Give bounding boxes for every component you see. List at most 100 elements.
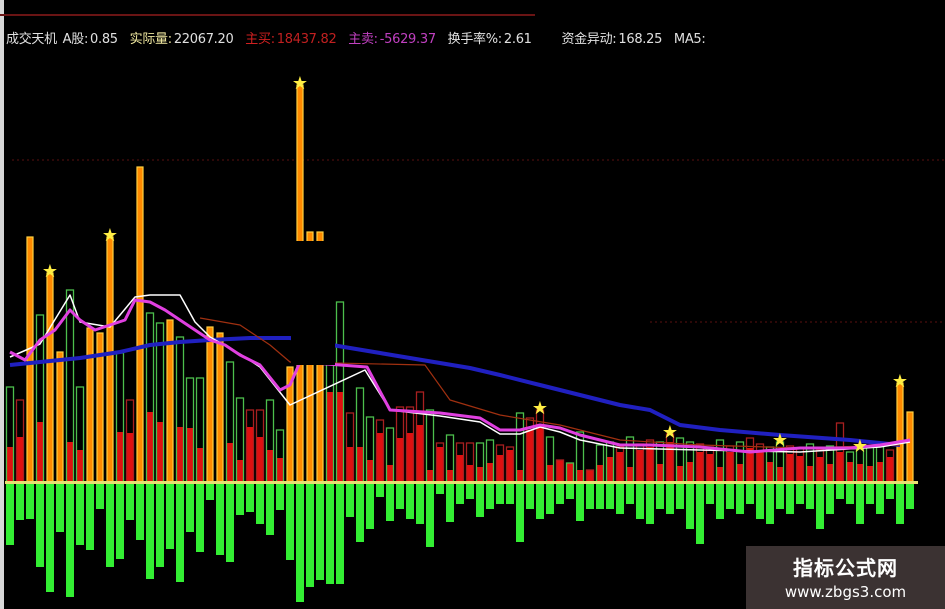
main-sell-bar [296, 484, 304, 602]
main-sell-bar [336, 484, 344, 584]
volume-bar-up [206, 326, 214, 483]
main-buy-bar [196, 448, 204, 482]
star-marker-icon: ★ [892, 371, 908, 392]
main-buy-bar [636, 450, 644, 482]
main-sell-bar [86, 484, 94, 550]
main-sell-bar [896, 484, 904, 524]
main-sell-bar [826, 484, 834, 514]
main-buy-bar [76, 450, 84, 482]
main-sell-bar [36, 484, 44, 567]
zero-line [5, 481, 918, 484]
turnover-value: 2.61 [503, 32, 532, 47]
main-sell-bar [506, 484, 514, 504]
main-buy-bar [426, 470, 434, 482]
main-sell-bar [656, 484, 664, 509]
main-buy-bar [386, 465, 394, 482]
main-sell-bar [456, 484, 464, 504]
volume-bar-up [46, 272, 54, 483]
main-sell-bar [96, 484, 104, 509]
main-buy-bar [6, 447, 14, 482]
main-buy-bar [156, 422, 164, 482]
main-sell-bar [836, 484, 844, 499]
main-buy-bar [876, 462, 884, 482]
main-sell-bar [366, 484, 374, 529]
main-buy-bar [576, 470, 584, 482]
main-sell-bar [716, 484, 724, 519]
main-sell-bar [26, 484, 34, 519]
a-label: A股: [62, 32, 89, 47]
actual-volume-label: 实际量: [129, 32, 172, 47]
main-sell-bar [226, 484, 234, 562]
main-buy-bar [516, 470, 524, 482]
main-sell-bar [236, 484, 244, 515]
main-buy-bar [436, 447, 444, 482]
main-sell-bar [306, 484, 314, 587]
main-sell-bar [676, 484, 684, 509]
main-buy-bar [756, 452, 764, 482]
main-sell-bar [386, 484, 394, 521]
main-sell-bar [376, 484, 384, 497]
main-sell-bar [546, 484, 554, 514]
star-marker-icon: ★ [42, 261, 58, 282]
main-buy-bar [606, 457, 614, 482]
main-sell-bar [416, 484, 424, 524]
main-sell-bar [246, 484, 254, 512]
indicator-name: 成交天机 [6, 32, 57, 47]
main-buy-bar [786, 454, 794, 482]
main-buy-bar [266, 450, 274, 482]
left-edge-strip [0, 0, 4, 609]
main-sell-bar [666, 484, 674, 514]
main-buy-bar [526, 430, 534, 482]
volume-bar-up [216, 332, 224, 483]
main-buy-bar [746, 448, 754, 482]
main-sell-bar [476, 484, 484, 517]
main-sell-bar [136, 484, 144, 540]
main-sell-bar [686, 484, 694, 529]
indicator-line-2 [9, 294, 911, 453]
main-sell-bar [106, 484, 114, 567]
star-marker-icon: ★ [772, 430, 788, 451]
main-sell-bar [746, 484, 754, 504]
main-buy-bar [846, 462, 854, 482]
main-sell-bar [846, 484, 854, 504]
main-sell-bar [286, 484, 294, 560]
main-sell-bar [816, 484, 824, 529]
main-sell-bar [596, 484, 604, 509]
main-buy-bar [726, 452, 734, 482]
volume-bar-up [906, 411, 914, 483]
star-marker-icon: ★ [532, 398, 548, 419]
main-sell-bar [326, 484, 334, 584]
main-sell-bar [616, 484, 624, 514]
main-sell-bar [516, 484, 524, 542]
main-buy-bar [326, 392, 334, 482]
main-buy-bar [796, 456, 804, 482]
main-buy-bar [676, 466, 684, 482]
indicator-line-0 [9, 336, 901, 447]
watermark-title: 指标公式网 [793, 556, 898, 580]
main-sell-bar [356, 484, 364, 542]
indicator-line-1 [199, 317, 901, 449]
main-sell-bar [216, 484, 224, 555]
main-sell-bar [6, 484, 14, 545]
main-sell-bar [76, 484, 84, 545]
main-sell-bar [726, 484, 734, 509]
main-sell-label: 主卖: [348, 32, 378, 47]
main-buy-bar [696, 452, 704, 482]
main-sell-bar [316, 484, 324, 580]
main-buy-bar [506, 450, 514, 482]
main-buy-bar [716, 467, 724, 482]
main-sell-bar [396, 484, 404, 509]
volume-bar-up [136, 166, 144, 483]
main-buy-bar [416, 425, 424, 482]
main-buy-bar [536, 425, 544, 482]
main-buy-bar [706, 454, 714, 482]
main-buy-bar [16, 437, 24, 482]
main-buy-label: 主买: [245, 32, 275, 47]
main-buy-bar [356, 447, 364, 482]
watermark: 指标公式网 www.zbgs3.com [746, 546, 945, 609]
main-sell-bar [276, 484, 284, 510]
main-sell-bar [566, 484, 574, 499]
main-buy-bar [826, 464, 834, 482]
main-buy-bar [406, 433, 414, 482]
